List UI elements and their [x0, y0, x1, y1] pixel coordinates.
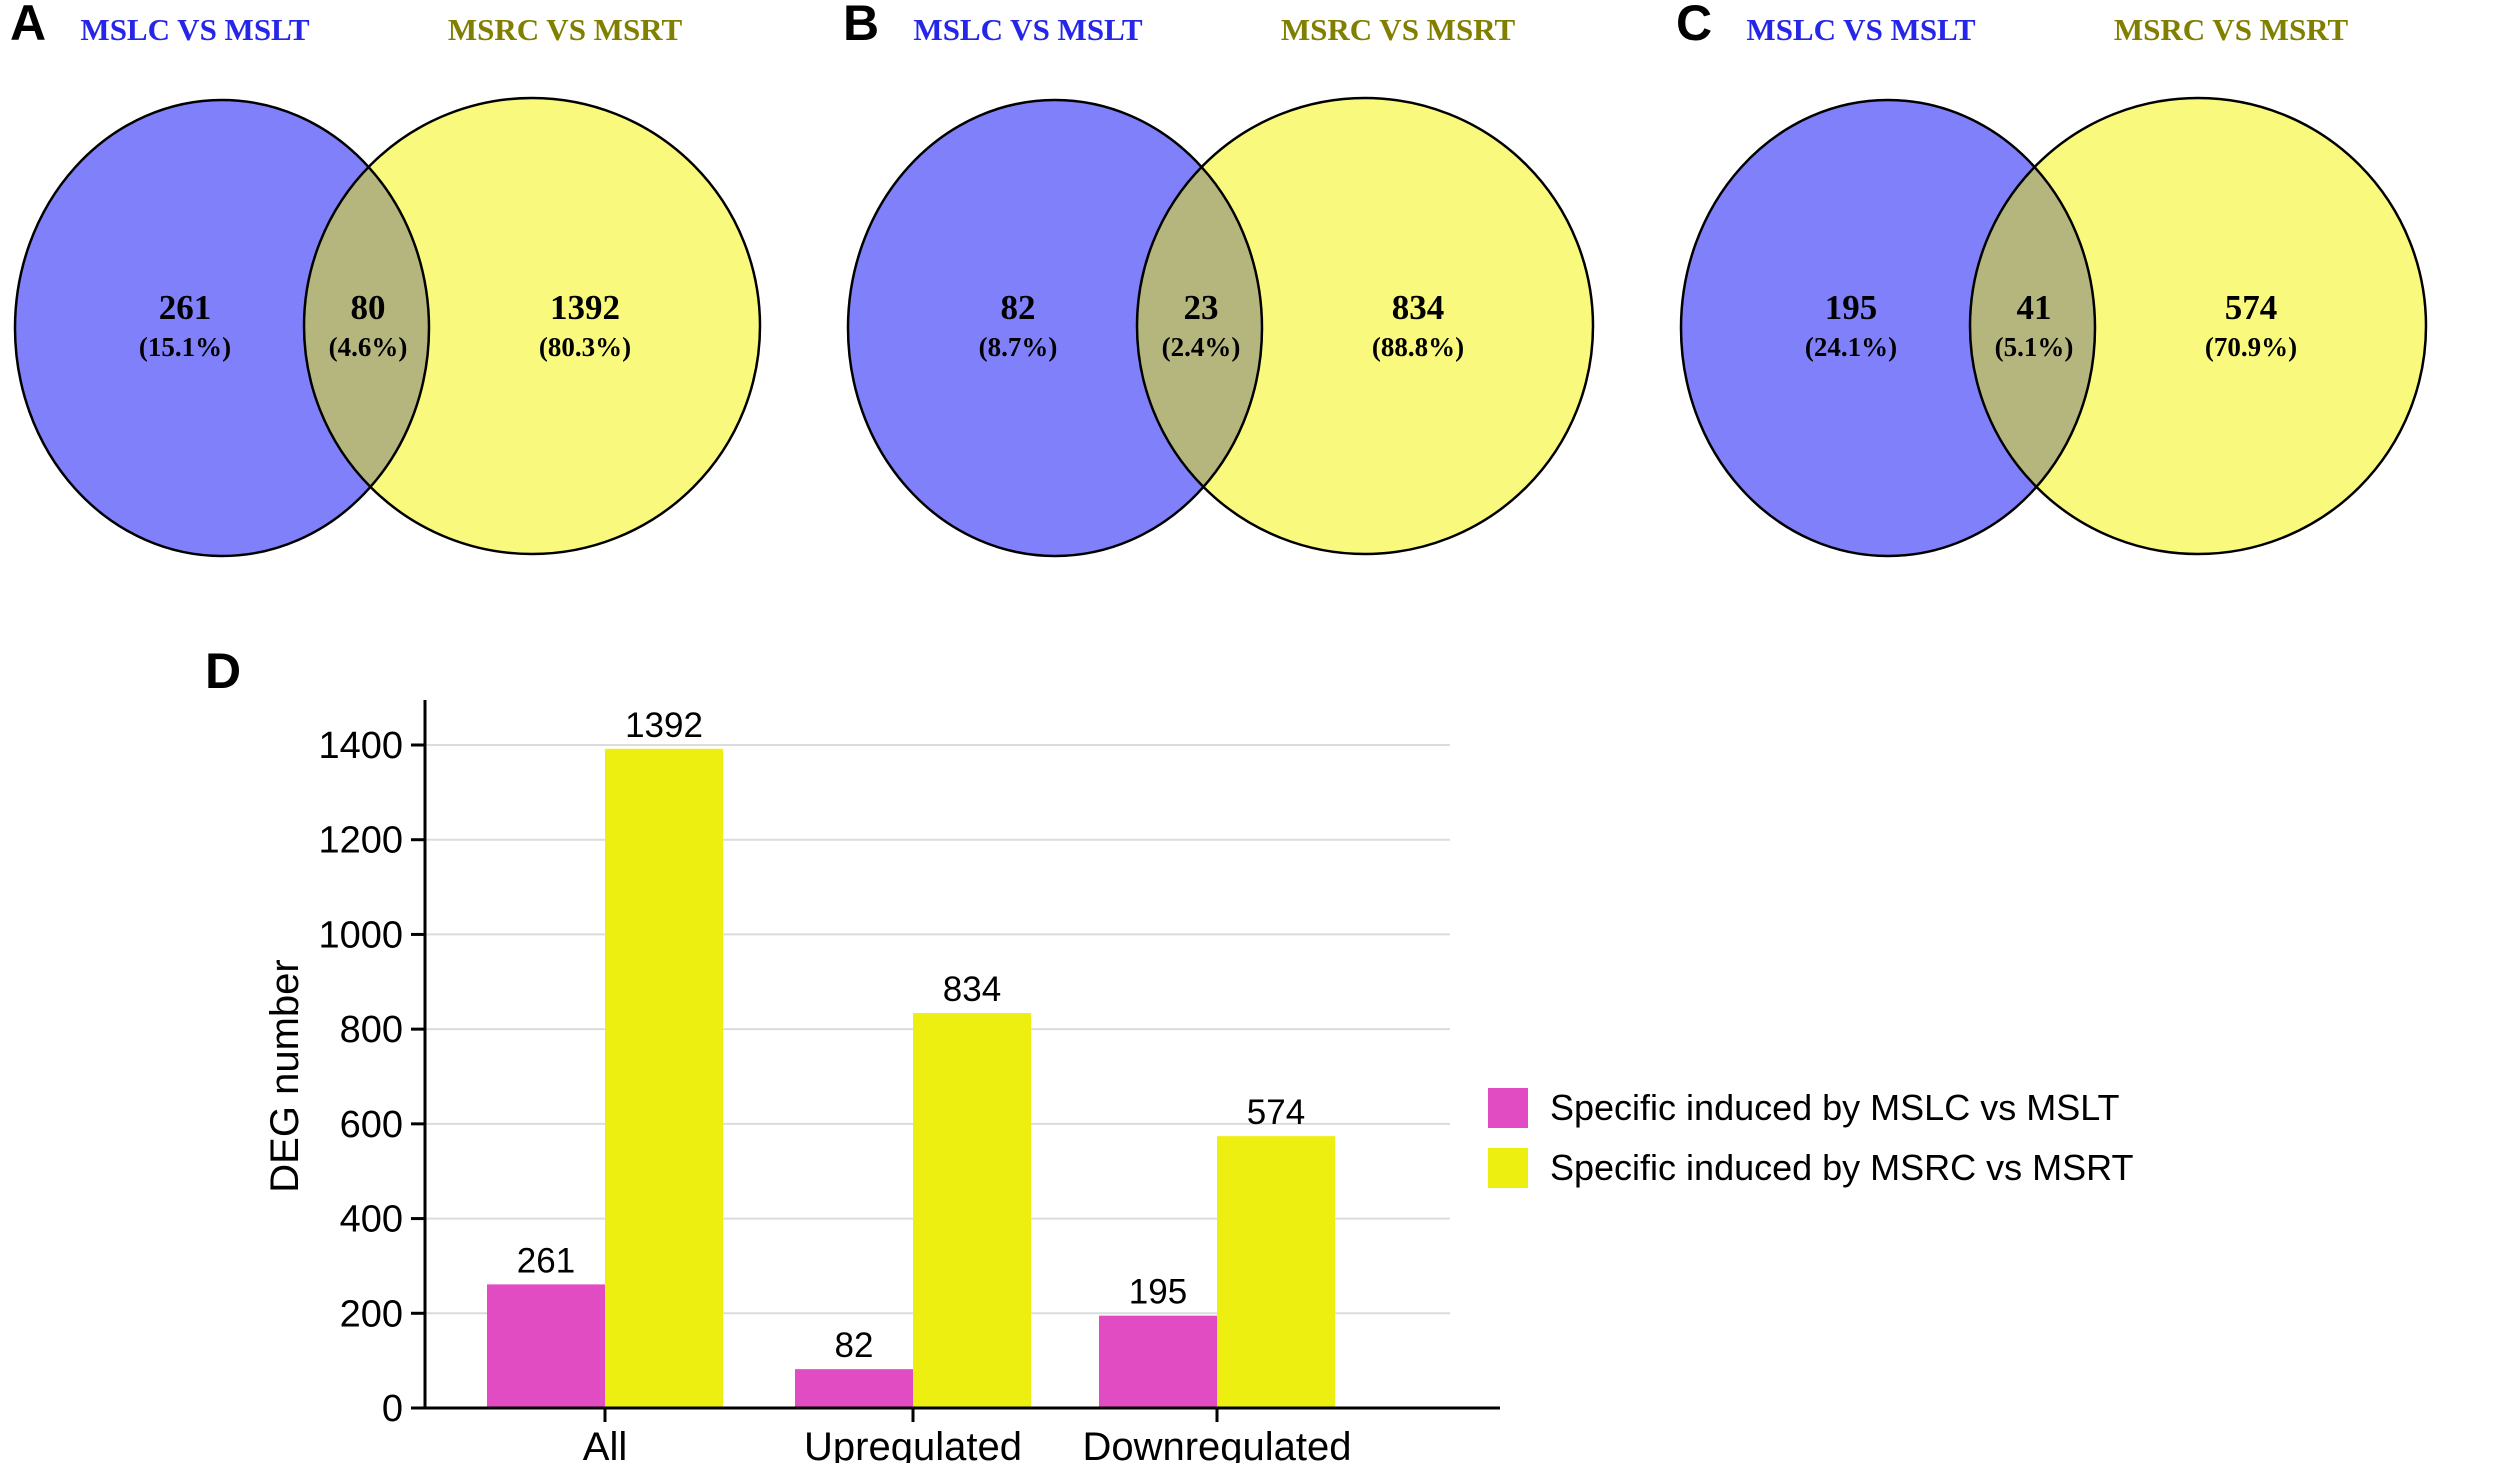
venn-row: A MSLC VS MSLT MSRC VS MSRT 261 (15.1%) 80…	[0, 0, 2500, 610]
y-tick-label: 1000	[318, 914, 403, 956]
venn-overlap-count: 41	[2017, 288, 2052, 327]
bar-value-label: 574	[1247, 1093, 1305, 1132]
y-tick-label: 200	[340, 1293, 403, 1335]
venn-right-circle	[1970, 98, 2426, 554]
venn-panel-c: C MSLC VS MSLT MSRC VS MSRT 195 (24.1%) 41…	[1666, 0, 2499, 610]
legend-label-2: Specific induced by MSRC vs MSRT	[1550, 1147, 2134, 1188]
deg-bar-chart: 261 1392 82 834 195 574 0 200 400 600 800 1000 1200 1…	[263, 700, 2134, 1463]
bar-downregulated-series2	[1217, 1136, 1335, 1408]
venn-b-right-title: MSRC VS MSRT	[1280, 12, 1516, 47]
bar-chart-panel: D 261 1392 82 834 195 574 0 200 400 600 800 1000 120…	[0, 640, 2500, 1463]
bar-downregulated-series1	[1099, 1315, 1217, 1408]
bar-value-label: 82	[835, 1326, 874, 1365]
venn-b-left-title: MSLC VS MSLT	[913, 12, 1143, 47]
venn-left-outline	[846, 98, 1264, 558]
venn-right-count: 574	[2225, 288, 2278, 327]
venn-a-left-title: MSLC VS MSLT	[80, 12, 310, 47]
venn-overlap-count: 80	[351, 288, 386, 327]
venn-left-count: 195	[1825, 288, 1878, 327]
x-category-label: All	[583, 1425, 627, 1463]
y-axis-title: DEG number	[263, 959, 307, 1192]
venn-panel-b: B MSLC VS MSLT MSRC VS MSRT 82 (8.7%) 23 (2…	[833, 0, 1666, 610]
venn-right-percent: (70.9%)	[2205, 332, 2297, 362]
bar-value-label: 1392	[625, 706, 703, 745]
legend-swatch-1	[1488, 1088, 1528, 1128]
x-category-label: Upregulated	[804, 1425, 1022, 1463]
venn-right-outline	[1968, 96, 2428, 556]
venn-left-outline	[1679, 98, 2097, 558]
bar-value-label: 261	[517, 1241, 575, 1280]
bar-upregulated-series1	[795, 1369, 913, 1408]
venn-diagram-b: 82 (8.7%) 23 (2.4%) 834 (88.8%)	[846, 96, 1595, 558]
venn-left-percent: (8.7%)	[979, 332, 1058, 362]
venn-panel-a: A MSLC VS MSLT MSRC VS MSRT 261 (15.1%) 80…	[0, 0, 833, 610]
y-tick-label: 1200	[318, 820, 403, 862]
y-tick-label: 400	[340, 1199, 403, 1241]
panel-letter-b: B	[843, 0, 880, 51]
panel-letter-d: D	[205, 643, 242, 699]
venn-left-outline	[13, 98, 431, 558]
y-tick-label: 600	[340, 1104, 403, 1146]
venn-c-left-title: MSLC VS MSLT	[1746, 12, 1976, 47]
venn-left-circle	[848, 100, 1262, 556]
venn-diagram-c: 195 (24.1%) 41 (5.1%) 574 (70.9%)	[1679, 96, 2428, 558]
venn-c-right-title: MSRC VS MSRT	[2113, 12, 2349, 47]
venn-left-circle	[15, 100, 429, 556]
x-category-label: Downregulated	[1082, 1425, 1351, 1463]
bar-all-series2	[605, 748, 723, 1408]
y-tick-label: 0	[382, 1388, 403, 1430]
venn-right-outline	[1135, 96, 1595, 556]
venn-left-count: 82	[1001, 288, 1036, 327]
legend: Specific induced by MSLC vs MSLT Specific…	[1488, 1087, 2134, 1188]
venn-diagram-a: 261 (15.1%) 80 (4.6%) 1392 (80.3%)	[13, 96, 762, 558]
venn-overlap-count: 23	[1184, 288, 1219, 327]
venn-left-percent: (15.1%)	[139, 332, 231, 362]
venn-right-percent: (88.8%)	[1372, 332, 1464, 362]
venn-right-circle	[1137, 98, 1593, 554]
panel-letter-a: A	[10, 0, 47, 51]
venn-overlap-percent: (2.4%)	[1162, 332, 1241, 362]
y-tick-label: 1400	[318, 725, 403, 767]
venn-left-count: 261	[159, 288, 212, 327]
legend-label-1: Specific induced by MSLC vs MSLT	[1550, 1087, 2120, 1128]
venn-right-count: 1392	[550, 288, 620, 327]
venn-a-right-title: MSRC VS MSRT	[447, 12, 683, 47]
bar-value-label: 834	[943, 970, 1001, 1009]
legend-swatch-2	[1488, 1148, 1528, 1188]
venn-right-outline	[302, 96, 762, 556]
bar-all-series1	[487, 1284, 605, 1408]
venn-left-circle	[1681, 100, 2095, 556]
venn-left-percent: (24.1%)	[1805, 332, 1897, 362]
venn-overlap-percent: (4.6%)	[329, 332, 408, 362]
bar-value-label: 195	[1129, 1273, 1187, 1312]
panel-letter-c: C	[1676, 0, 1713, 51]
venn-right-count: 834	[1392, 288, 1445, 327]
venn-overlap-percent: (5.1%)	[1995, 332, 2074, 362]
venn-right-circle	[304, 98, 760, 554]
venn-right-percent: (80.3%)	[539, 332, 631, 362]
bar-upregulated-series2	[913, 1013, 1031, 1408]
y-tick-label: 800	[340, 1009, 403, 1051]
